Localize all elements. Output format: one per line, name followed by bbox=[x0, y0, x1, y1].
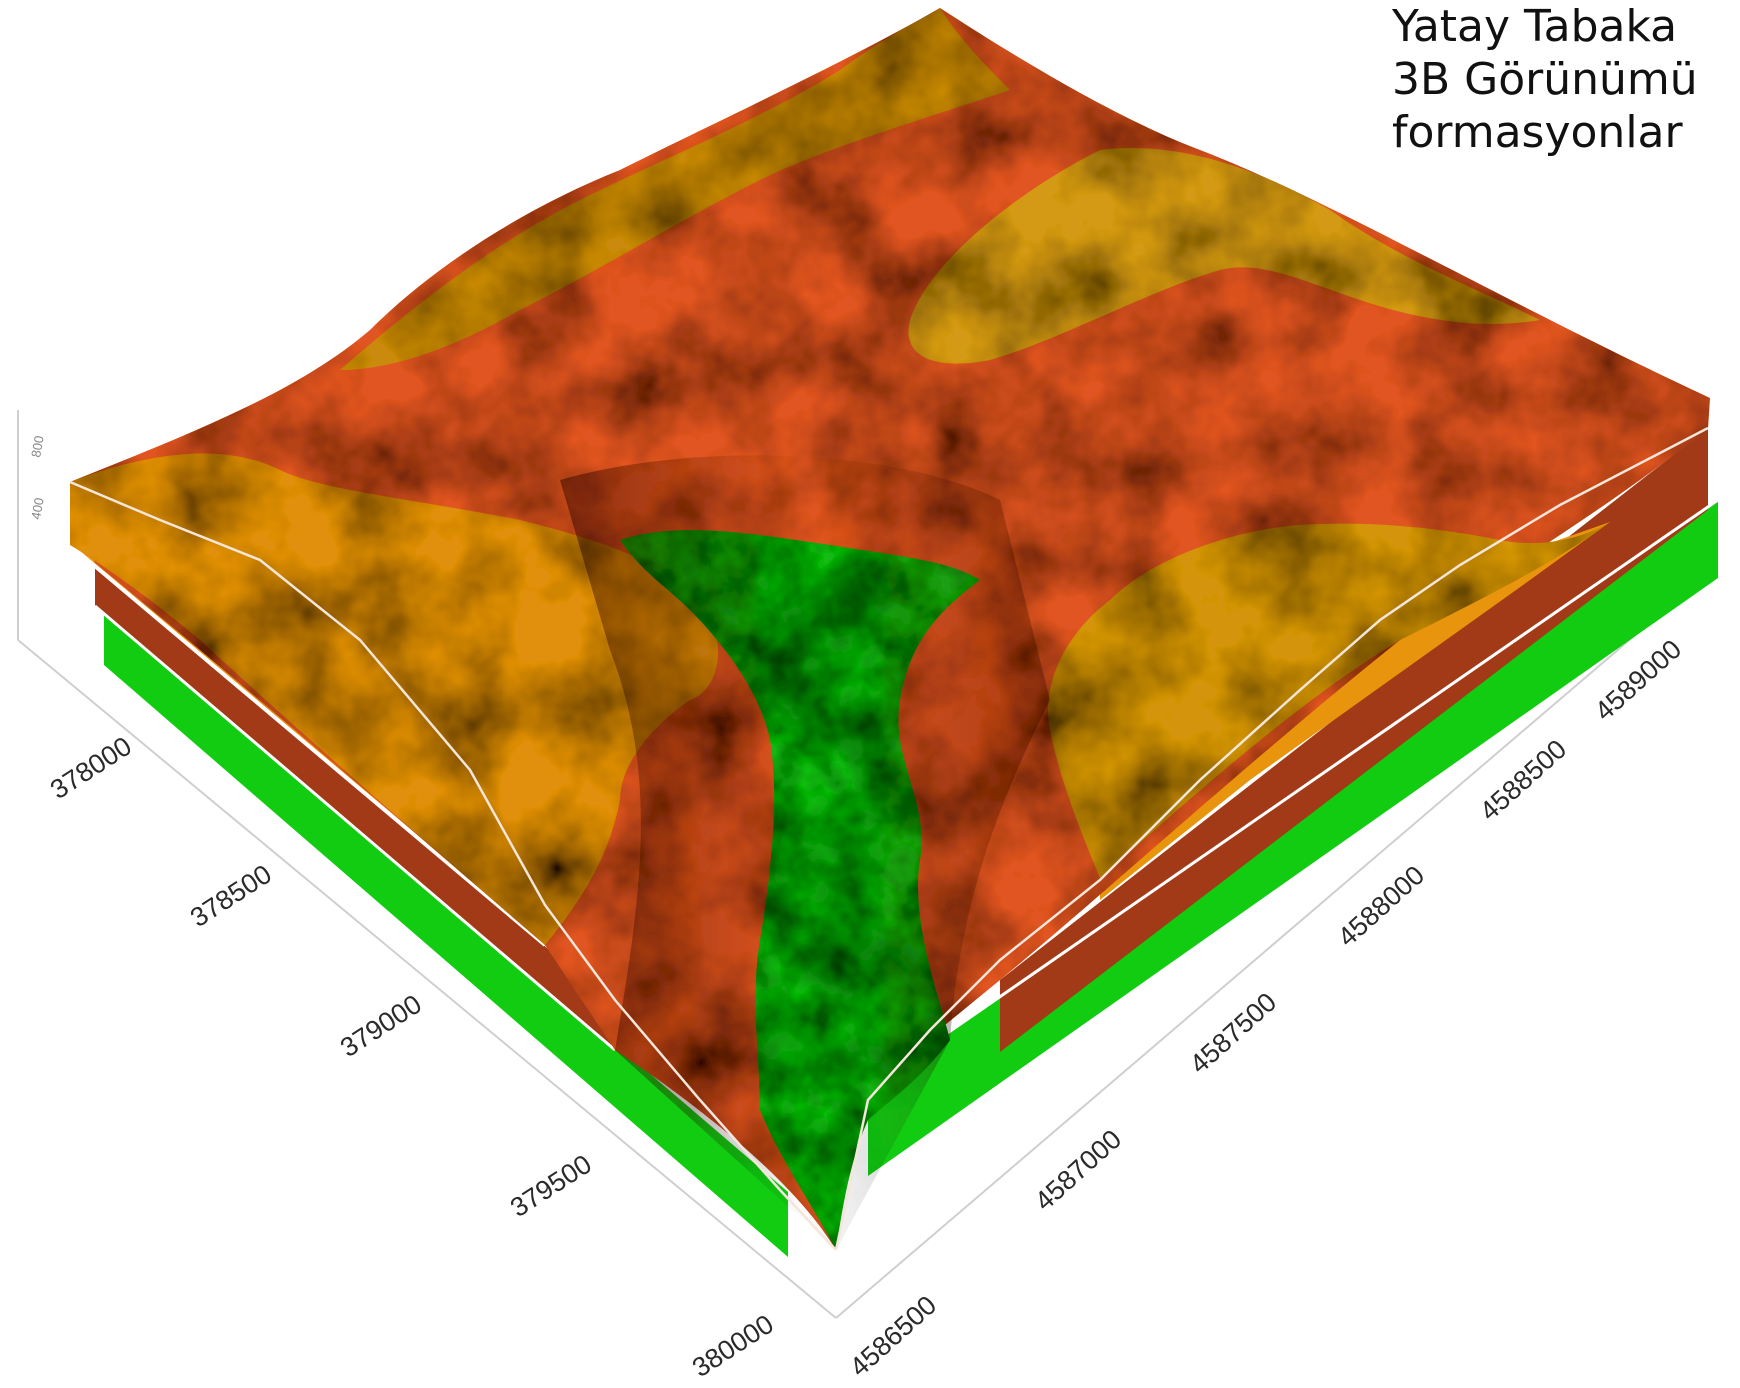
z-tick-label: 800 bbox=[28, 435, 47, 459]
orange-formation-west bbox=[70, 453, 719, 945]
axis-frame bbox=[17, 410, 1717, 1319]
x-tick-label: 378000 bbox=[45, 731, 137, 805]
orange-formation-north bbox=[340, 8, 1010, 370]
z-tick-label: 400 bbox=[28, 497, 47, 521]
terrain-surface bbox=[70, 8, 1710, 1250]
figure-title: Yatay Tabaka 3B Görünümü formasyonlar bbox=[1392, 0, 1732, 159]
terrain-edge-profile bbox=[69, 426, 1709, 1251]
x-tick-label: 379500 bbox=[505, 1149, 597, 1223]
title-line-1: Yatay Tabaka bbox=[1392, 1, 1678, 52]
valley-wall-shadow bbox=[560, 455, 1050, 1250]
x-tick-label: 379000 bbox=[335, 989, 427, 1063]
y-tick-label: 4588500 bbox=[1474, 734, 1572, 827]
right-side-red-layer bbox=[1000, 428, 1708, 1052]
orange-formation-northeast bbox=[908, 148, 1540, 364]
x-tick-label: 378500 bbox=[185, 859, 277, 933]
title-line-2: 3B Görünümü bbox=[1392, 54, 1698, 105]
y-tick-label: 4587000 bbox=[1029, 1124, 1127, 1217]
left-layer-boundary-2 bbox=[94, 604, 616, 1052]
y-tick-label: 4587500 bbox=[1184, 987, 1282, 1080]
left-layer-boundary bbox=[68, 543, 547, 947]
x-tick-label: 380000 bbox=[687, 1309, 779, 1383]
right-layer-boundary bbox=[867, 498, 1719, 1090]
title-line-3: formasyonlar bbox=[1392, 107, 1683, 158]
left-side-green-layer bbox=[104, 606, 788, 1257]
right-side-green-layer bbox=[868, 500, 1718, 1176]
z-axis: 800 400 bbox=[28, 435, 47, 521]
y-tick-label: 4586500 bbox=[844, 1290, 942, 1383]
right-side-face bbox=[867, 428, 1719, 1176]
y-tick-label: 4588000 bbox=[1332, 860, 1430, 953]
orange-formation-east bbox=[1048, 522, 1610, 878]
left-side-red-layer bbox=[95, 563, 615, 1050]
